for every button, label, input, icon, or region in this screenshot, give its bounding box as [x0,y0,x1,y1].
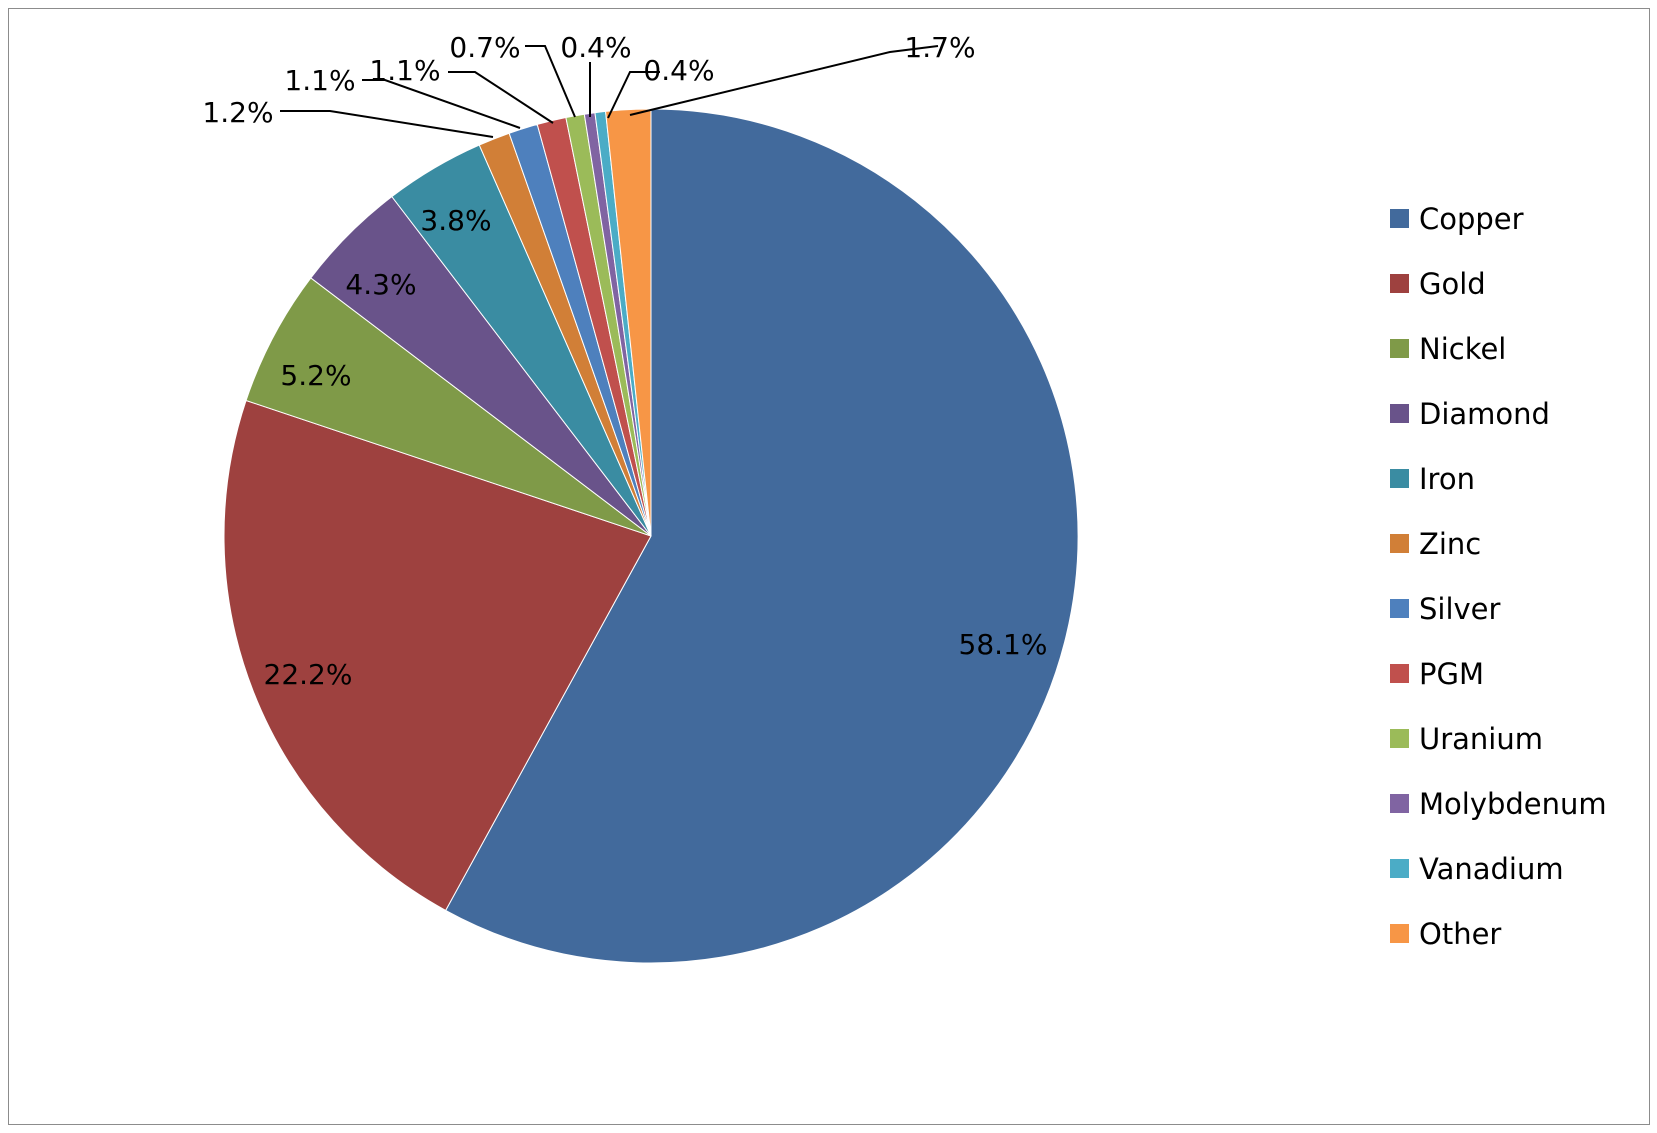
legend-item-silver: Silver [1390,576,1607,641]
slice-gold [223,399,652,912]
legend-swatch-icon [1390,534,1409,553]
leader-line-vanadium [607,71,660,119]
legend-label: Copper [1419,201,1524,236]
leader-line-zinc [280,110,494,138]
legend-swatch-icon [1390,794,1409,813]
legend-label: Other [1419,916,1502,951]
data-label-diamond: 4.3% [345,268,416,301]
slice-nickel [245,277,652,537]
legend-label: Zinc [1419,526,1482,561]
legend-swatch-icon [1390,339,1409,358]
leader-line-other [629,45,939,116]
legend-swatch-icon [1390,274,1409,293]
legend-label: Silver [1419,591,1501,626]
data-label-nickel: 5.2% [280,359,351,392]
legend-item-gold: Gold [1390,251,1607,316]
leader-line-silver [362,79,521,129]
legend-label: Diamond [1419,396,1550,431]
legend-swatch-icon [1390,859,1409,878]
data-label-molybdenum: 0.4% [560,31,631,64]
data-label-silver: 1.1% [284,64,355,97]
legend-item-iron: Iron [1390,446,1607,511]
legend-label: Uranium [1419,721,1543,756]
slice-copper [444,108,1079,964]
data-label-zinc: 1.2% [202,96,273,129]
data-label-gold: 22.2% [264,658,353,691]
legend-label: Gold [1419,266,1486,301]
data-label-copper: 58.1% [959,628,1048,661]
legend-item-copper: Copper [1390,186,1607,251]
legend-swatch-icon [1390,469,1409,488]
data-label-vanadium: 0.4% [643,54,714,87]
legend-swatch-icon [1390,209,1409,228]
legend-item-pgm: PGM [1390,641,1607,706]
legend-item-zinc: Zinc [1390,511,1607,576]
data-label-uranium: 0.7% [449,31,520,64]
legend-label: Molybdenum [1419,786,1607,821]
legend-swatch-icon [1390,664,1409,683]
legend-label: Vanadium [1419,851,1564,886]
legend: Copper Gold Nickel Diamond Iron Zinc Sil… [1390,186,1607,966]
data-label-pgm: 1.1% [369,54,440,87]
leader-line-uranium [525,45,576,118]
legend-label: PGM [1419,656,1484,691]
leader-lines [280,45,939,138]
legend-swatch-icon [1390,599,1409,618]
pie-slices [223,108,1079,964]
legend-label: Nickel [1419,331,1507,366]
legend-item-uranium: Uranium [1390,706,1607,771]
legend-item-nickel: Nickel [1390,316,1607,381]
data-label-iron: 3.8% [420,204,491,237]
legend-swatch-icon [1390,729,1409,748]
leader-line-pgm [448,71,554,124]
legend-swatch-icon [1390,404,1409,423]
legend-item-other: Other [1390,901,1607,966]
legend-swatch-icon [1390,924,1409,943]
legend-label: Iron [1419,461,1475,496]
data-labels: 58.1% 22.2% 5.2% 4.3%3.8% 1.2% 1.1% 1.1% 0.7% 0.… [202,31,1047,691]
data-label-other: 1.7% [904,31,975,64]
legend-item-vanadium: Vanadium [1390,836,1607,901]
legend-item-diamond: Diamond [1390,381,1607,446]
legend-item-molybdenum: Molybdenum [1390,771,1607,836]
